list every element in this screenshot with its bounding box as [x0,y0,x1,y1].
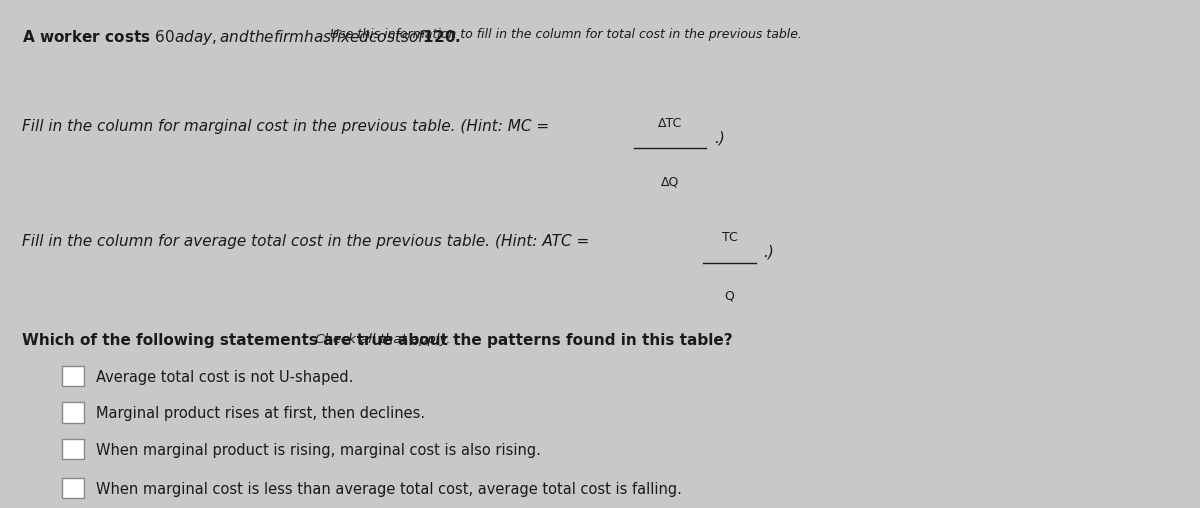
Text: TC: TC [721,231,738,244]
Text: When marginal product is rising, marginal cost is also rising.: When marginal product is rising, margina… [96,443,541,458]
Text: ΔQ: ΔQ [660,175,679,188]
FancyBboxPatch shape [62,366,84,386]
FancyBboxPatch shape [62,402,84,423]
Text: Marginal product rises at first, then declines.: Marginal product rises at first, then de… [96,406,425,422]
Text: Check all that apply.: Check all that apply. [22,333,450,346]
Text: .): .) [714,131,725,146]
Text: .): .) [763,245,774,260]
Text: Average total cost is not U-shaped.: Average total cost is not U-shaped. [96,370,353,385]
Text: A worker costs $60 a day, and the firm has fixed costs of $120.: A worker costs $60 a day, and the firm h… [22,28,461,47]
Text: ΔTC: ΔTC [658,117,682,130]
Text: When marginal cost is less than average total cost, average total cost is fallin: When marginal cost is less than average … [96,482,682,497]
Text: Q: Q [725,290,734,303]
Text: Fill in the column for marginal cost in the previous table. (Hint: MC =: Fill in the column for marginal cost in … [22,119,553,135]
Text: Fill in the column for average total cost in the previous table. (Hint: ATC =: Fill in the column for average total cos… [22,234,594,249]
Text: Use this information to fill in the column for total cost in the previous table.: Use this information to fill in the colu… [22,28,802,41]
FancyBboxPatch shape [62,478,84,498]
Text: Which of the following statements are true about the patterns found in this tabl: Which of the following statements are tr… [22,333,732,348]
FancyBboxPatch shape [62,439,84,459]
